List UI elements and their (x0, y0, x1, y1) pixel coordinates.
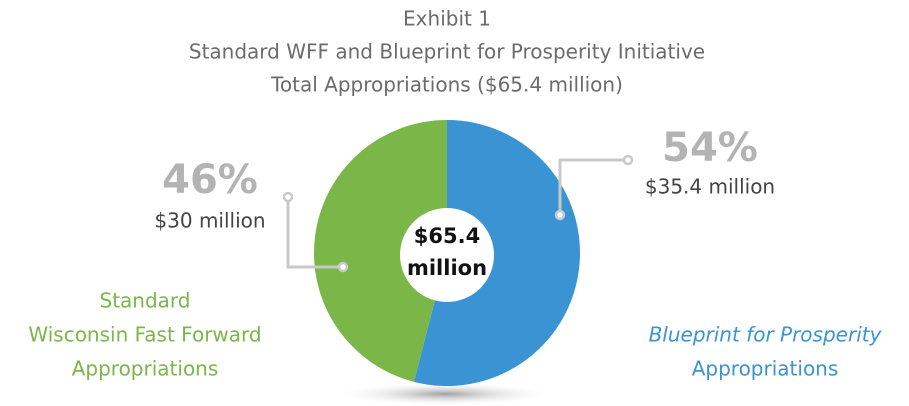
slices (313, 120, 580, 386)
shadow (335, 382, 555, 406)
amount-label: $30 million (154, 209, 265, 233)
value-label: 46% (162, 157, 258, 203)
leader-right (558, 158, 628, 215)
title-line: Standard WFF and Blueprint for Prosperit… (189, 40, 705, 64)
category-line: Appropriations (72, 357, 219, 381)
leader-dots (282, 154, 634, 273)
leader-left (286, 197, 343, 269)
category-right: Blueprint for Prosperity Appropriations (649, 323, 883, 381)
amount-label: $35.4 million (645, 175, 775, 199)
title-line: Total Appropriations ($65.4 million) (270, 73, 623, 97)
title-line: Exhibit 1 (403, 7, 491, 31)
center-hole (400, 208, 494, 302)
category-line: Blueprint for Prosperity (649, 323, 883, 347)
title: Exhibit 1 Standard WFF and Blueprint for… (189, 7, 705, 97)
category-line: Standard (100, 289, 191, 313)
category-line: Appropriations (692, 357, 839, 381)
pie-slice (413, 120, 580, 386)
pie-slice (313, 120, 447, 382)
value-label: 54% (662, 125, 758, 171)
center-label: $65.4 million (407, 224, 487, 280)
leader-lines (286, 158, 628, 269)
dot (337, 261, 349, 273)
center-label-line: $65.4 (414, 224, 480, 248)
category-left: Standard Wisconsin Fast Forward Appropri… (28, 289, 261, 381)
category-line: Wisconsin Fast Forward (28, 323, 261, 347)
dot (622, 154, 634, 166)
dot (554, 209, 566, 221)
center-label-line: million (407, 256, 487, 280)
dot (282, 191, 294, 203)
